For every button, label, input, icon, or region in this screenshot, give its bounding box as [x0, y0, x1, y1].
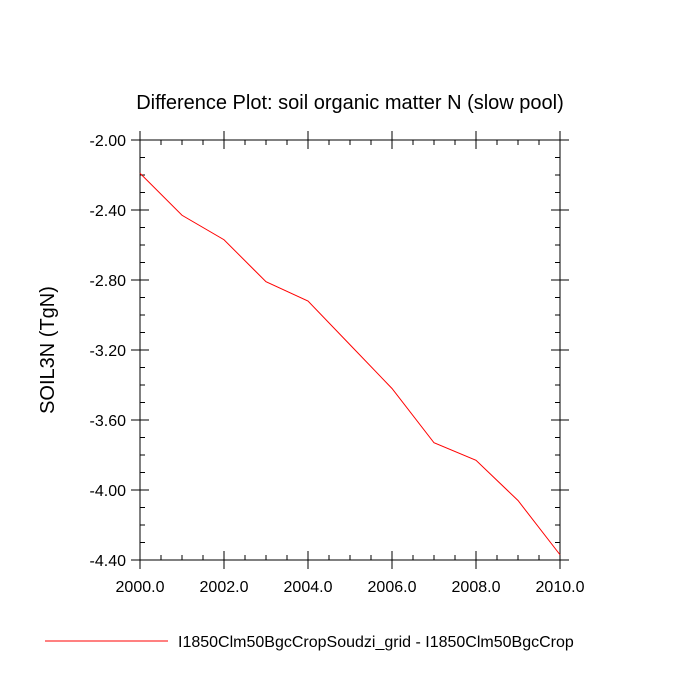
tick-marks: [131, 131, 569, 569]
legend: I1850Clm50BgcCropSoudzi_grid - I1850Clm5…: [45, 634, 574, 651]
x-tick-label: 2000.0: [116, 579, 165, 596]
x-tick-label: 2008.0: [452, 579, 501, 596]
y-tick-label: -3.60: [90, 413, 127, 430]
y-tick-label: -2.00: [90, 133, 127, 150]
x-tick-label: 2010.0: [536, 579, 585, 596]
series-lines: [139, 172, 561, 556]
tick-labels: 2000.0 2002.0 2004.0 2006.0 2008.0 2010.0 -2.0…: [90, 133, 585, 596]
y-tick-label: -4.40: [90, 553, 127, 570]
y-tick-label: -2.80: [90, 273, 127, 290]
y-tick-label: -2.40: [90, 203, 127, 220]
plot-frame: [139, 139, 561, 561]
series-line: [139, 172, 561, 556]
x-tick-label: 2004.0: [284, 579, 333, 596]
y-axis-label: SOIL3N (TgN): [37, 286, 59, 414]
y-tick-label: -3.20: [90, 343, 127, 360]
chart-title: Difference Plot: soil organic matter N (…: [136, 92, 564, 114]
x-tick-label: 2006.0: [368, 579, 417, 596]
y-tick-label: -4.00: [90, 483, 127, 500]
x-tick-label: 2002.0: [200, 579, 249, 596]
legend-label: I1850Clm50BgcCropSoudzi_grid - I1850Clm5…: [178, 634, 574, 651]
